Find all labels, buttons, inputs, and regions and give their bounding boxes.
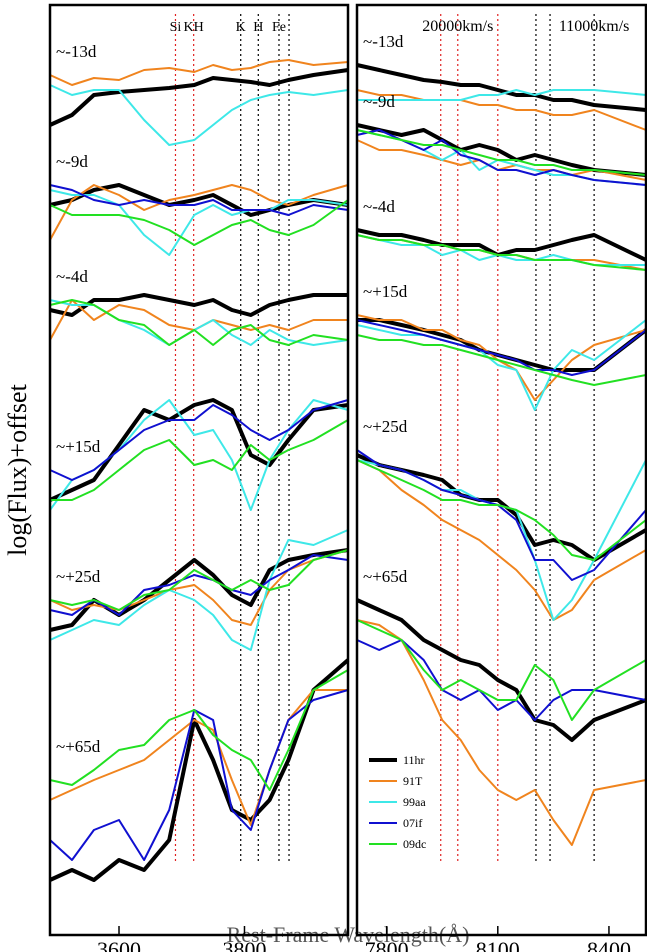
reference-label: 20000km/s	[422, 18, 493, 35]
spectrum-line	[356, 129, 647, 186]
spectrum-line	[49, 84, 349, 146]
epoch-label: ~-13d	[363, 32, 404, 51]
reference-label: Si	[170, 20, 182, 35]
legend-label: 91T	[403, 774, 423, 788]
x-tick-label: 8400	[587, 937, 631, 952]
legend-label: 99aa	[403, 795, 426, 809]
epoch-label: ~+65d	[56, 737, 101, 756]
epoch-label: ~+65d	[363, 567, 408, 586]
plot-frame	[355, 3, 647, 937]
epoch-label: ~-4d	[363, 197, 395, 216]
spectrum-line	[356, 89, 647, 131]
spectrum-line	[49, 689, 349, 861]
epoch-label: ~+15d	[363, 282, 408, 301]
spectrum-line	[357, 89, 647, 101]
spectrum-line	[49, 399, 349, 481]
plot-frame	[48, 3, 350, 937]
spectrum-line	[356, 619, 647, 721]
epoch-label: ~+25d	[363, 417, 408, 436]
spectrum-line	[356, 234, 647, 271]
reference-label: H	[253, 20, 263, 35]
reference-label: Fe	[272, 20, 286, 35]
spectrum-line	[49, 398, 349, 502]
epoch-label: ~+25d	[56, 567, 101, 586]
spectrum-line	[49, 293, 348, 317]
legend-label: 11hr	[403, 753, 425, 767]
spectrum-line	[49, 529, 349, 651]
spectrum-line	[356, 123, 647, 177]
spectrum-line	[356, 619, 647, 846]
x-tick-label: 3600	[97, 937, 141, 952]
spectrum-line	[356, 334, 647, 386]
spectrum-line	[49, 549, 349, 626]
spectrum-line	[49, 669, 349, 791]
x-tick-label: 7800	[365, 937, 409, 952]
epoch-label: ~+15d	[56, 437, 101, 456]
spectrum-line	[356, 228, 647, 262]
spectrum-line	[50, 419, 349, 501]
spectrum-line	[49, 689, 348, 826]
reference-label: K	[236, 20, 246, 35]
epoch-label: ~-9d	[363, 92, 395, 111]
y-axis-label: log(Flux)+offset	[3, 383, 32, 555]
epoch-label: ~-9d	[56, 152, 88, 171]
spectrum-line	[49, 68, 349, 127]
spectrum-line	[49, 184, 349, 216]
spectrum-line	[49, 658, 350, 882]
epoch-label: ~-4d	[56, 267, 88, 286]
spectrum-line	[49, 189, 349, 256]
spectrum-line	[356, 459, 647, 621]
spectrum-line	[356, 63, 647, 112]
legend-label: 07if	[403, 816, 422, 830]
spectrum-line	[356, 459, 647, 561]
spectrum-line	[49, 183, 349, 217]
reference-label: KH	[184, 20, 204, 35]
legend-label: 09dc	[403, 837, 426, 851]
spectrum-line	[356, 129, 647, 186]
spectrum-line	[49, 549, 349, 611]
spectrum-line	[356, 459, 647, 621]
epoch-label: ~-13d	[56, 42, 97, 61]
x-tick-label: 8100	[476, 937, 520, 952]
spectrum-line	[49, 199, 349, 246]
spectrum-line	[49, 299, 349, 346]
x-tick-label: 3800	[222, 937, 266, 952]
reference-label: 11000km/s	[559, 18, 630, 35]
spectrum-line	[356, 319, 647, 376]
spectrum-line	[356, 129, 647, 176]
spectrum-line	[356, 449, 647, 581]
spectrum-line	[49, 184, 349, 241]
spectrum-line	[356, 598, 647, 742]
spectrum-line	[49, 59, 349, 86]
